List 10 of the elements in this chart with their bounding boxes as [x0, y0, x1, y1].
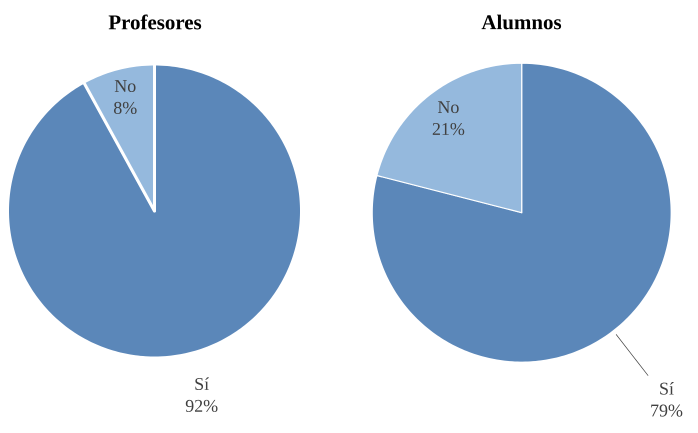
slice-label: No — [438, 101, 459, 114]
slice-label: No — [114, 80, 136, 92]
slice-label: Sí — [660, 382, 674, 395]
data-label: 8% — [114, 102, 137, 114]
data-label: 92% — [186, 400, 218, 412]
slice-label: Sí — [195, 377, 209, 390]
data-label: 21% — [432, 122, 464, 136]
chart-title: Profesores — [108, 14, 202, 30]
chart-title: Alumnos — [482, 14, 562, 30]
data-label: 79% — [651, 404, 682, 417]
